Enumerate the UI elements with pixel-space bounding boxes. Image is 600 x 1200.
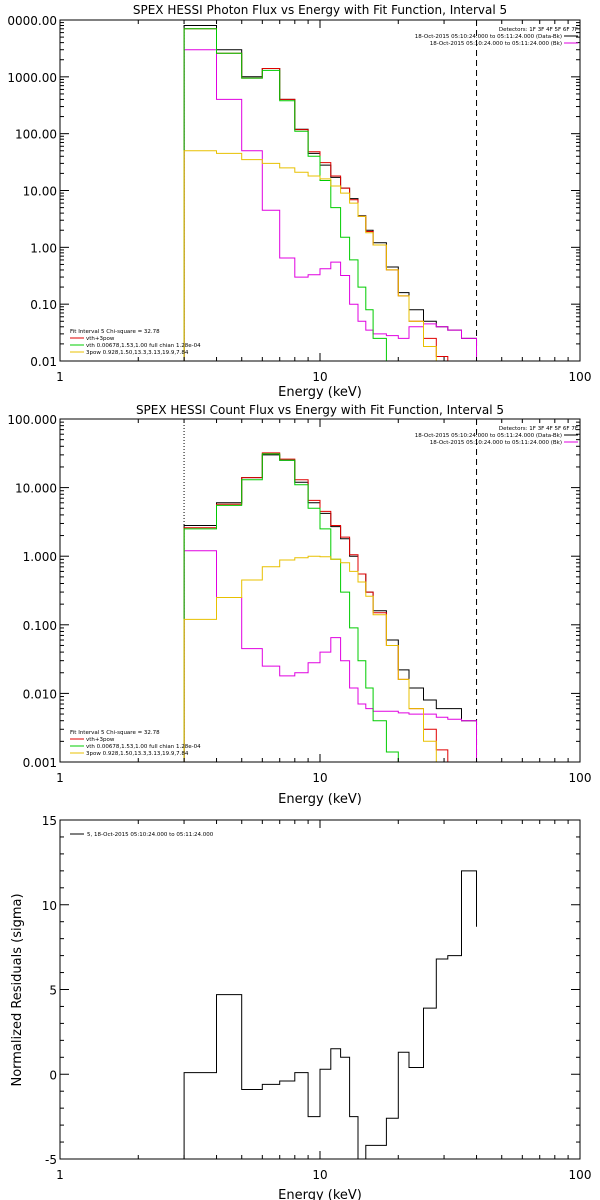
- x-tick-label: 100: [569, 1168, 592, 1182]
- y-tick-label: 15: [42, 814, 57, 828]
- y-tick-label: 1000.00: [7, 71, 57, 85]
- y-tick-label: 10: [42, 899, 57, 913]
- x-tick-label: 1: [56, 1168, 64, 1182]
- x-tick-label: 1: [56, 771, 64, 785]
- chart-title: SPEX HESSI Photon Flux vs Energy with Fi…: [133, 3, 507, 17]
- fit-legend-3pow: 3pow 0.928,1.50,13.3,3.13,19.9,7.84: [86, 751, 189, 757]
- y-tick-label: 1.00: [30, 241, 57, 255]
- y-tick-label: 10.000: [15, 482, 57, 496]
- series-group: [183, 419, 478, 763]
- plot-frame: [59, 418, 581, 763]
- fit-legend-vth3pow: vth+3pow: [86, 336, 115, 342]
- x-tick-label: 100: [569, 771, 592, 785]
- legend-top-bk: 18-Oct-2015 05:10:24.000 to 05:11:24.000…: [430, 440, 562, 446]
- x-tick-label: 10: [312, 771, 327, 785]
- series-vth-3pow: [183, 452, 477, 763]
- x-tick-label: 100: [569, 370, 592, 384]
- series-3pow: [183, 150, 477, 362]
- photon-flux-chart: SPEX HESSI Photon Flux vs Energy with Fi…: [7, 3, 591, 400]
- y-axis-label: Normalized Residuals (sigma): [10, 893, 25, 1086]
- series-vth: [183, 28, 477, 362]
- fit-legend-vth: vth 0.00678,1.53,1.00 full chian 1.28e-0…: [86, 744, 201, 750]
- y-tick-label: 10.00: [23, 185, 57, 199]
- axes-group: 1 10 100 0.01 0.10 1.00 10.00 100.00 1000.00 0000…: [7, 14, 591, 384]
- y-tick-label: 100.00: [15, 128, 57, 142]
- fit-legend-vth: vth 0.00678,1.53,1.00 full chian 1.28e-0…: [86, 343, 201, 349]
- series-group: [183, 20, 478, 362]
- y-tick-label: 0.001: [23, 756, 57, 770]
- y-tick-label: 0.01: [30, 355, 57, 369]
- y-tick-label: 0.010: [23, 687, 57, 701]
- y-tick-label: -5: [45, 1153, 57, 1167]
- fit-legend-3pow: 3pow 0.928,1.50,13.3,3.13,19.9,7.84: [86, 350, 189, 356]
- detector-label: Detectors: 1F 3F 4F 5F 6F 7F: [499, 426, 578, 432]
- y-tick-label: 1.000: [23, 550, 57, 564]
- x-axis-label: Energy (keV): [278, 792, 362, 807]
- y-tick-label: 5: [49, 984, 57, 998]
- series-3pow: [183, 555, 477, 763]
- series-vth: [183, 453, 477, 763]
- series-group: [183, 870, 477, 1160]
- x-axis-label: Energy (keV): [278, 385, 362, 400]
- y-tick-label: 0.100: [23, 619, 57, 633]
- legend-top-data-bk: 18-Oct-2015 05:10:24.000 to 05:11:24.000…: [415, 433, 562, 439]
- fit-legend-title: Fit Interval 5 Chi-square = 32.78: [70, 730, 160, 736]
- plot-frame: [59, 19, 581, 362]
- series-residuals: [183, 870, 477, 1160]
- x-tick-label: 10: [312, 1168, 327, 1182]
- legend-top-bk: 18-Oct-2015 05:10:24.000 to 05:11:24.000…: [430, 41, 562, 47]
- y-tick-label: 0000.00: [7, 14, 57, 28]
- count-flux-chart: SPEX HESSI Count Flux vs Energy with Fit…: [7, 403, 591, 807]
- detector-label: Detectors: 1F 3F 4F 5F 6F 7F: [499, 27, 578, 33]
- residuals-chart: 1 10 100 -5 0 5 10 15 Energy (keV) Normalized R…: [10, 814, 591, 1200]
- axes-group: 1 10 100 -5 0 5 10 15: [42, 814, 592, 1182]
- y-tick-label: 0.10: [30, 298, 57, 312]
- legend-label: 5, 18-Oct-2015 05:10:24.000 to 05:11:24.…: [87, 832, 214, 838]
- x-axis-label: Energy (keV): [278, 1188, 362, 1200]
- fit-legend-vth3pow: vth+3pow: [86, 737, 115, 743]
- x-tick-label: 10: [312, 370, 327, 384]
- x-tick-label: 1: [56, 370, 64, 384]
- y-tick-label: 100.000: [7, 413, 57, 427]
- fit-legend-title: Fit Interval 5 Chi-square = 32.78: [70, 329, 160, 335]
- series-data-bk: [183, 454, 477, 762]
- y-tick-label: 0: [49, 1068, 57, 1082]
- legend-top-data-bk: 18-Oct-2015 05:10:24.000 to 05:11:24.000…: [415, 34, 562, 40]
- axes-group: 1 10 100 0.001 0.010 0.100 1.000 10.000 100.000: [7, 413, 591, 785]
- series-bk: [183, 49, 477, 361]
- chart-title: SPEX HESSI Count Flux vs Energy with Fit…: [136, 403, 504, 417]
- series-bk: [183, 550, 477, 762]
